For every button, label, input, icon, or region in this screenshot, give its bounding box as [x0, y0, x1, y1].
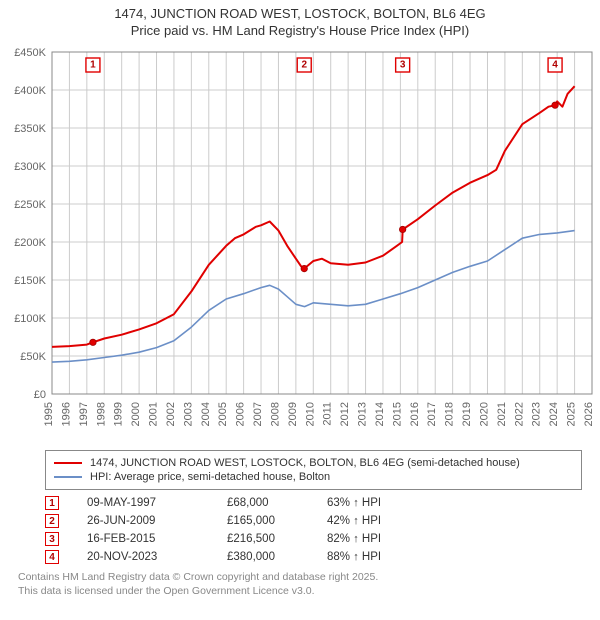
- svg-text:2012: 2012: [339, 402, 351, 426]
- sale-date: 16-FEB-2015: [87, 533, 227, 545]
- legend: 1474, JUNCTION ROAD WEST, LOSTOCK, BOLTO…: [45, 450, 582, 490]
- sale-hpi: 82% ↑ HPI: [327, 533, 437, 545]
- svg-text:2015: 2015: [391, 402, 403, 426]
- svg-text:2002: 2002: [165, 402, 177, 426]
- legend-label: 1474, JUNCTION ROAD WEST, LOSTOCK, BOLTO…: [90, 457, 520, 469]
- sale-price: £380,000: [227, 551, 327, 563]
- svg-text:2005: 2005: [217, 402, 229, 426]
- sale-hpi: 88% ↑ HPI: [327, 551, 437, 563]
- sale-price: £68,000: [227, 497, 327, 509]
- svg-text:2007: 2007: [252, 402, 264, 426]
- legend-item: 1474, JUNCTION ROAD WEST, LOSTOCK, BOLTO…: [54, 457, 573, 469]
- footer-line-1: Contains HM Land Registry data © Crown c…: [18, 570, 582, 584]
- sale-row: 3 16-FEB-2015£216,50082% ↑ HPI: [45, 532, 582, 546]
- svg-text:£50K: £50K: [20, 351, 46, 363]
- sale-date: 26-JUN-2009: [87, 515, 227, 527]
- chart-area: £0 £50K £100K £150K £200K £250K £300K £350K £400…: [0, 42, 600, 442]
- svg-text:1999: 1999: [113, 402, 125, 426]
- line-chart-svg: £0 £50K £100K £150K £200K £250K £300K £350K £400…: [0, 42, 600, 442]
- title-line-1: 1474, JUNCTION ROAD WEST, LOSTOCK, BOLTO…: [10, 6, 590, 21]
- title-line-2: Price paid vs. HM Land Registry's House …: [10, 23, 590, 38]
- sale-hpi: 42% ↑ HPI: [327, 515, 437, 527]
- sale-marker: 3: [45, 532, 59, 546]
- svg-text:2006: 2006: [235, 402, 247, 426]
- svg-text:£0: £0: [34, 389, 46, 401]
- svg-text:2000: 2000: [130, 402, 142, 426]
- sale-marker: 1: [45, 496, 59, 510]
- sale-row: 2 26-JUN-2009£165,00042% ↑ HPI: [45, 514, 582, 528]
- sales-table: 1 09-MAY-1997£68,00063% ↑ HPI 2 26-JUN-2009…: [45, 496, 582, 564]
- legend-item: HPI: Average price, semi-detached house,…: [54, 471, 573, 483]
- svg-text:2: 2: [301, 60, 307, 71]
- svg-text:4: 4: [552, 60, 558, 71]
- sale-row: 4 20-NOV-2023£380,00088% ↑ HPI: [45, 550, 582, 564]
- svg-text:1996: 1996: [60, 402, 72, 426]
- svg-text:£150K: £150K: [14, 275, 46, 287]
- legend-label: HPI: Average price, semi-detached house,…: [90, 471, 330, 483]
- svg-text:2022: 2022: [513, 402, 525, 426]
- svg-text:2010: 2010: [304, 402, 316, 426]
- svg-text:£100K: £100K: [14, 313, 46, 325]
- svg-text:1995: 1995: [43, 402, 55, 426]
- svg-text:2024: 2024: [548, 402, 560, 426]
- sale-date: 09-MAY-1997: [87, 497, 227, 509]
- svg-text:2026: 2026: [583, 402, 595, 426]
- svg-text:2016: 2016: [409, 402, 421, 426]
- legend-swatch: [54, 476, 82, 478]
- title-block: 1474, JUNCTION ROAD WEST, LOSTOCK, BOLTO…: [0, 0, 600, 42]
- svg-text:2001: 2001: [148, 402, 160, 426]
- svg-text:2023: 2023: [531, 402, 543, 426]
- svg-text:£450K: £450K: [14, 47, 46, 59]
- svg-text:2008: 2008: [269, 402, 281, 426]
- chart-container: 1474, JUNCTION ROAD WEST, LOSTOCK, BOLTO…: [0, 0, 600, 598]
- svg-text:2019: 2019: [461, 402, 473, 426]
- svg-text:£250K: £250K: [14, 199, 46, 211]
- sale-marker: 4: [45, 550, 59, 564]
- svg-text:2017: 2017: [426, 402, 438, 426]
- sale-price: £216,500: [227, 533, 327, 545]
- svg-text:£200K: £200K: [14, 237, 46, 249]
- footer-attribution: Contains HM Land Registry data © Crown c…: [18, 570, 582, 598]
- svg-text:2004: 2004: [200, 402, 212, 426]
- footer-line-2: This data is licensed under the Open Gov…: [18, 584, 582, 598]
- svg-text:2003: 2003: [182, 402, 194, 426]
- svg-text:2018: 2018: [444, 402, 456, 426]
- svg-text:2009: 2009: [287, 402, 299, 426]
- svg-text:2021: 2021: [496, 402, 508, 426]
- svg-text:1997: 1997: [78, 402, 90, 426]
- svg-text:£350K: £350K: [14, 123, 46, 135]
- legend-swatch: [54, 462, 82, 464]
- svg-text:2025: 2025: [566, 402, 578, 426]
- svg-text:2013: 2013: [357, 402, 369, 426]
- svg-text:£400K: £400K: [14, 85, 46, 97]
- sale-hpi: 63% ↑ HPI: [327, 497, 437, 509]
- svg-text:£300K: £300K: [14, 161, 46, 173]
- sale-date: 20-NOV-2023: [87, 551, 227, 563]
- sale-marker: 2: [45, 514, 59, 528]
- svg-text:1998: 1998: [95, 402, 107, 426]
- svg-text:2011: 2011: [322, 402, 334, 426]
- sale-row: 1 09-MAY-1997£68,00063% ↑ HPI: [45, 496, 582, 510]
- svg-text:1: 1: [90, 60, 96, 71]
- sale-price: £165,000: [227, 515, 327, 527]
- svg-text:3: 3: [400, 60, 406, 71]
- svg-text:2020: 2020: [478, 402, 490, 426]
- svg-text:2014: 2014: [374, 402, 386, 426]
